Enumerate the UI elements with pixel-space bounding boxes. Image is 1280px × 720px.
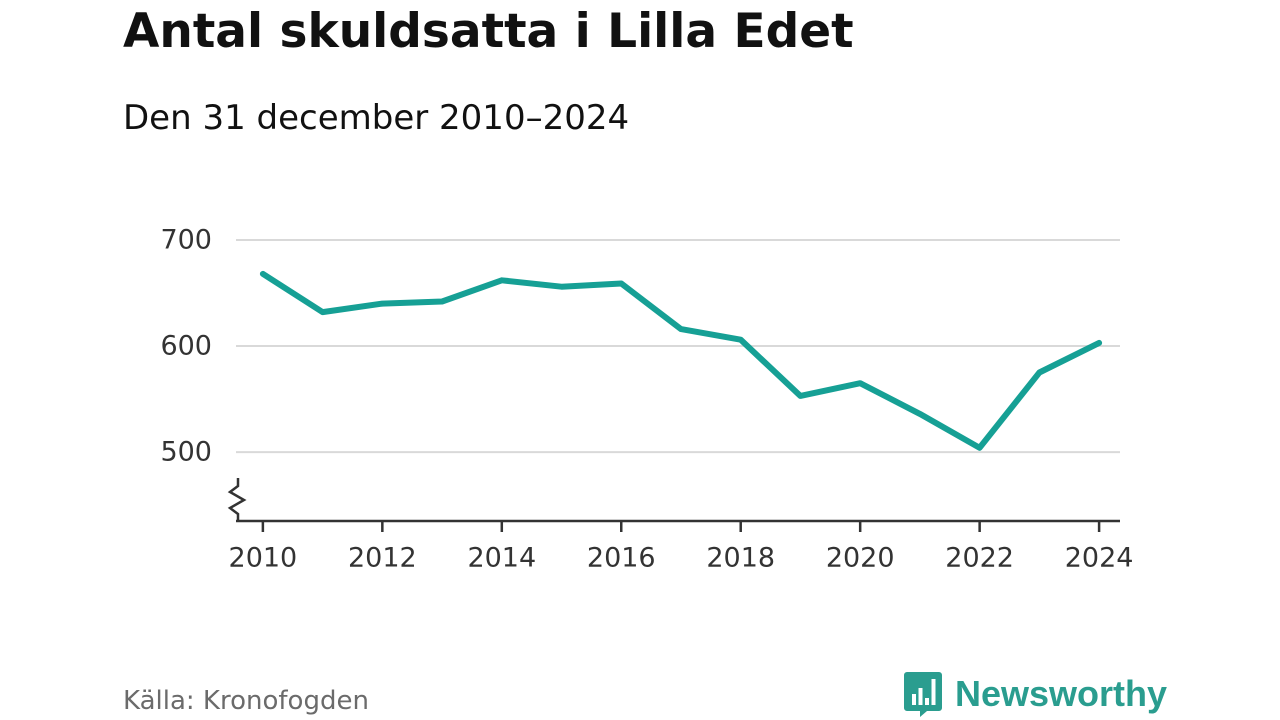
source-note: Källa: Kronofogden — [123, 686, 369, 716]
data-points — [260, 271, 1102, 451]
series-line — [259, 270, 1103, 451]
data-point-2013 — [439, 299, 445, 305]
x-tick-label-2022: 2022 — [945, 543, 1014, 574]
x-tick-label-2014: 2014 — [467, 543, 536, 574]
data-point-2024 — [1096, 340, 1102, 346]
chart-subtitle: Den 31 december 2010–2024 — [123, 98, 630, 138]
data-point-2014 — [499, 277, 505, 283]
data-point-2018 — [738, 337, 744, 343]
bar-chart-logo-icon — [904, 672, 942, 717]
data-point-2021 — [917, 411, 923, 417]
y-axis-labels: 500 600 700 — [160, 225, 212, 468]
y-tick-label-700: 700 — [160, 225, 212, 256]
x-tick-label-2018: 2018 — [706, 543, 775, 574]
brand-name: Newsworthy — [955, 673, 1168, 714]
x-tick-label-2024: 2024 — [1065, 543, 1134, 574]
data-point-2012 — [379, 301, 385, 307]
chart-title: Antal skuldsatta i Lilla Edet — [123, 4, 854, 59]
data-point-2022 — [977, 445, 983, 451]
data-point-2010 — [260, 271, 266, 277]
data-point-2016 — [618, 280, 624, 286]
x-tick-label-2020: 2020 — [826, 543, 895, 574]
brand-logo: Newsworthy — [903, 670, 1167, 718]
data-point-2015 — [559, 284, 565, 290]
data-point-2023 — [1036, 370, 1042, 376]
x-tick-label-2012: 2012 — [348, 543, 417, 574]
data-point-2011 — [320, 309, 326, 315]
data-point-2019 — [797, 393, 803, 399]
axis-break-icon — [227, 478, 247, 521]
x-tick-label-2010: 2010 — [229, 543, 298, 574]
gridlines — [236, 239, 1120, 454]
y-tick-label-600: 600 — [160, 331, 212, 362]
data-point-2020 — [857, 380, 863, 386]
x-tick-label-2016: 2016 — [587, 543, 656, 574]
y-tick-label-500: 500 — [160, 437, 212, 468]
x-axis-ticks: 2010 2012 2014 2016 2018 2020 2022 2024 — [229, 521, 1134, 574]
data-point-2017 — [678, 326, 684, 332]
